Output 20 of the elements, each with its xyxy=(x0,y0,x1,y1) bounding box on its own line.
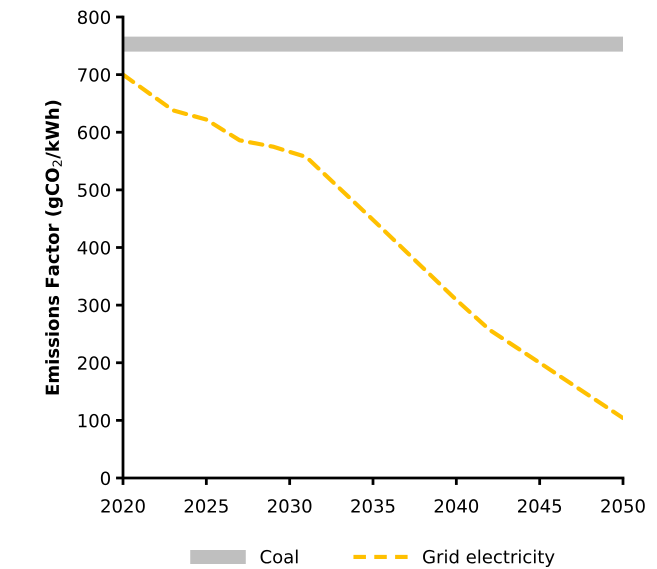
legend-label: Grid electricity xyxy=(423,550,555,568)
y-tick-label: 800 xyxy=(78,10,110,24)
x-tick-label: 2050 xyxy=(601,499,645,513)
y-tick-label: 700 xyxy=(78,68,110,82)
x-tick-label: 2035 xyxy=(351,499,394,513)
x-tick-label: 2030 xyxy=(268,499,312,513)
y-axis-title: Emissions Factor (gCO$_{2}$/kWh) xyxy=(45,100,63,394)
y-tick-label: 300 xyxy=(78,298,110,312)
legend-label: Coal xyxy=(260,550,298,564)
y-tick-label: 600 xyxy=(78,126,110,140)
y-tick-label: 200 xyxy=(78,356,110,370)
x-tick-label: 2025 xyxy=(184,499,228,513)
line-series xyxy=(123,72,623,420)
x-tick-label: 2045 xyxy=(518,499,562,513)
y-tick-label: 0 xyxy=(100,471,110,486)
y-tick-label: 500 xyxy=(78,183,110,197)
x-tick-label: 2040 xyxy=(434,499,478,513)
y-tick-label: 400 xyxy=(78,240,110,255)
x-tick-label: 2020 xyxy=(101,499,145,513)
y-tick-label: 100 xyxy=(78,414,110,428)
